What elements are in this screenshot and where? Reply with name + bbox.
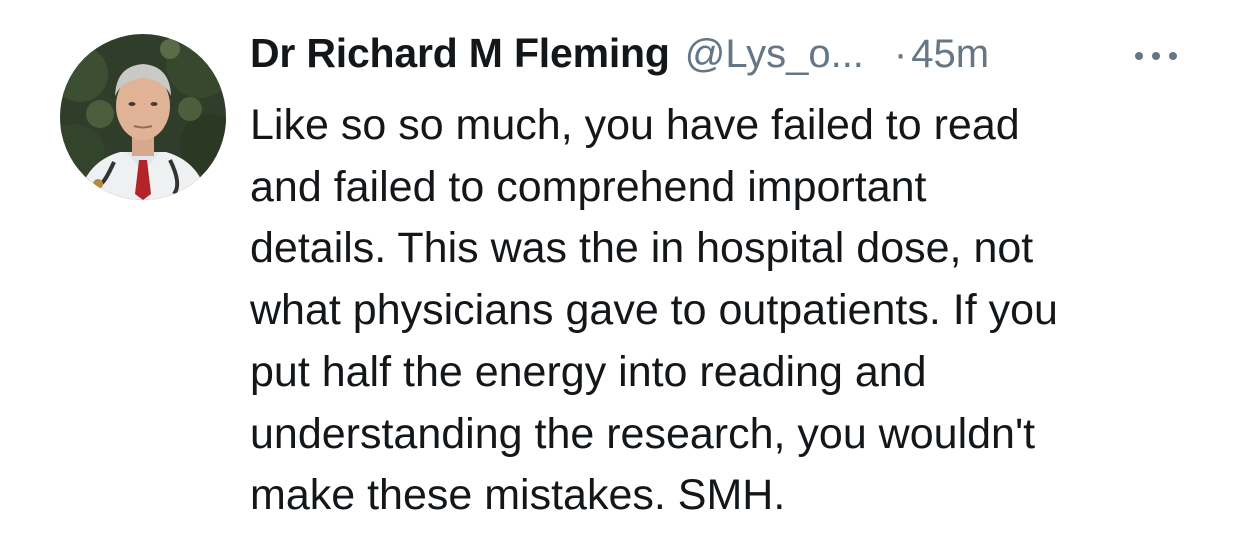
author-display-name[interactable]: Dr Richard M Fleming	[250, 30, 670, 76]
tweet-timestamp[interactable]: 45m	[911, 32, 990, 76]
tweet-body-line: understanding the research, you wouldn't	[250, 409, 1036, 458]
separator-dot: ·	[893, 32, 908, 76]
tweet-body-line: make these mistakes. SMH.	[250, 471, 786, 520]
tweet-body: Like so so much, you have failed to read…	[250, 95, 1210, 527]
more-options-icon	[1135, 52, 1177, 60]
profile-photo-icon	[60, 34, 226, 200]
avatar[interactable]	[60, 34, 226, 200]
more-options-button[interactable]	[1132, 38, 1180, 74]
tweet-body-line: what physicians gave to outpatients. If …	[250, 286, 1058, 335]
tweet-header: Dr Richard M Fleming @Lys_o... · 45m	[250, 30, 1190, 86]
tweet-body-line: put half the energy into reading and	[250, 347, 927, 396]
tweet-body-line: details. This was the in hospital dose, …	[250, 224, 1034, 273]
author-handle[interactable]: @Lys_o...	[684, 32, 864, 76]
tweet-body-line: Like so so much, you have failed to read	[250, 101, 1020, 149]
tweet-body-line: and failed to comprehend important	[250, 162, 927, 211]
